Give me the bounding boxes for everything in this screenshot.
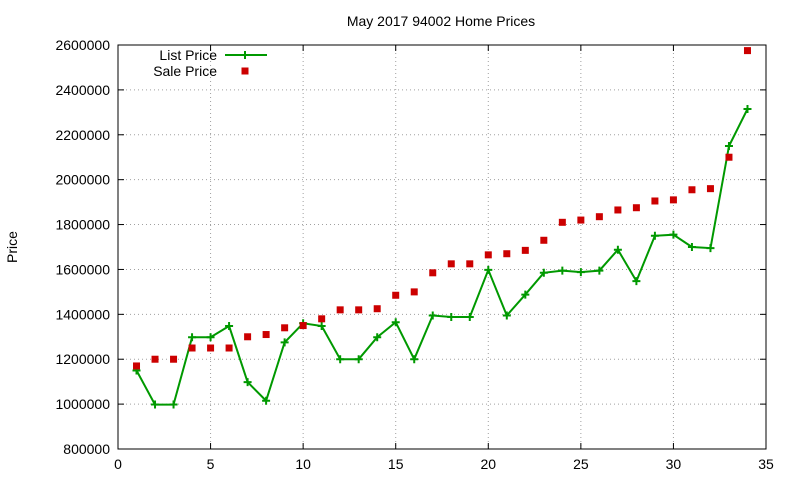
point-sale-price (688, 186, 696, 194)
point-list-price (724, 142, 733, 150)
point-sale-price (262, 331, 270, 339)
point-list-price (428, 311, 437, 320)
point-sale-price (318, 315, 326, 323)
point-list-price (410, 355, 419, 364)
point-list-price (151, 400, 160, 409)
point-list-price (206, 333, 215, 342)
legend-label-list-price: List Price (159, 47, 217, 63)
point-sale-price (632, 204, 640, 212)
x-tick-label: 15 (388, 456, 404, 472)
x-tick-label: 5 (207, 456, 215, 472)
point-list-price (521, 290, 530, 299)
point-sale-price (244, 333, 252, 341)
point-list-price (262, 396, 271, 405)
legend: List Price Sale Price (153, 47, 267, 79)
point-list-price (188, 333, 197, 342)
point-sale-price (484, 251, 492, 259)
point-list-price (632, 277, 641, 286)
point-list-price (706, 244, 715, 253)
point-list-price (743, 104, 752, 113)
point-sale-price (392, 291, 400, 299)
point-sale-price (410, 288, 418, 296)
point-list-price (225, 322, 234, 331)
x-tick-label: 0 (114, 456, 122, 472)
point-sale-price (225, 344, 233, 352)
point-sale-price (151, 355, 159, 363)
y-tick-label: 1400000 (55, 306, 110, 322)
point-list-price (336, 355, 345, 364)
point-list-price (576, 268, 585, 277)
point-sale-price (466, 260, 474, 268)
x-tick-label: 25 (573, 456, 589, 472)
point-sale-price (540, 236, 548, 244)
point-list-price (354, 355, 363, 364)
point-sale-price (595, 213, 603, 221)
point-sale-price (355, 306, 363, 314)
y-tick-label: 2200000 (55, 127, 110, 143)
point-sale-price (429, 269, 437, 277)
point-sale-price (373, 305, 381, 313)
y-tick-label: 1800000 (55, 217, 110, 233)
point-sale-price (725, 153, 733, 161)
point-sale-price (706, 185, 714, 193)
point-sale-price (188, 344, 196, 352)
legend-marker-sale-price (241, 67, 249, 75)
series-line-list-price (135, 108, 749, 406)
point-sale-price (669, 196, 677, 204)
y-tick-label: 1000000 (55, 396, 110, 412)
point-list-price (669, 230, 678, 239)
point-sale-price (651, 197, 659, 205)
y-axis-label: Price (4, 231, 20, 263)
y-tick-label: 1600000 (55, 261, 110, 277)
point-list-price (484, 265, 493, 274)
point-list-price (169, 400, 178, 409)
axis-ticks: 0 5 10 15 20 25 30 35 800000 1000000 1200000 140000… (55, 37, 774, 472)
point-list-price (687, 243, 696, 251)
point-list-price (558, 266, 567, 275)
y-tick-label: 2400000 (55, 82, 110, 98)
y-tick-label: 2600000 (55, 37, 110, 53)
point-sale-price (336, 306, 344, 314)
point-sale-price (133, 362, 141, 370)
chart-title: May 2017 94002 Home Prices (347, 13, 535, 29)
point-sale-price (170, 355, 178, 363)
point-list-price (613, 245, 622, 254)
y-tick-label: 2000000 (55, 172, 110, 188)
point-list-price (595, 266, 604, 275)
legend-marker-list-price (241, 51, 249, 59)
point-list-price (539, 268, 548, 277)
y-tick-label: 1200000 (55, 351, 110, 367)
point-list-price (465, 313, 474, 322)
point-sale-price (503, 250, 511, 258)
point-sale-price (558, 218, 566, 226)
point-sale-price (614, 206, 622, 214)
x-tick-label: 30 (666, 456, 682, 472)
point-sale-price (577, 216, 585, 224)
point-list-price (280, 338, 289, 347)
point-list-price (317, 322, 326, 331)
x-tick-label: 35 (758, 456, 774, 472)
point-sale-price (447, 260, 455, 268)
x-tick-label: 10 (295, 456, 311, 472)
point-list-price (243, 378, 252, 387)
point-list-price (391, 318, 400, 327)
grid (118, 45, 766, 449)
point-sale-price (281, 324, 289, 332)
point-sale-price (299, 322, 307, 330)
x-tick-label: 20 (480, 456, 496, 472)
point-sale-price (521, 246, 529, 254)
point-list-price (373, 333, 382, 342)
point-sale-price (207, 344, 215, 352)
point-sale-price (743, 47, 751, 55)
point-list-price (447, 313, 456, 322)
point-list-price (502, 311, 511, 320)
point-list-price (650, 231, 659, 240)
y-tick-label: 800000 (63, 441, 110, 457)
legend-label-sale-price: Sale Price (153, 63, 217, 79)
plot-frame (117, 44, 767, 450)
series-layer (132, 47, 752, 409)
